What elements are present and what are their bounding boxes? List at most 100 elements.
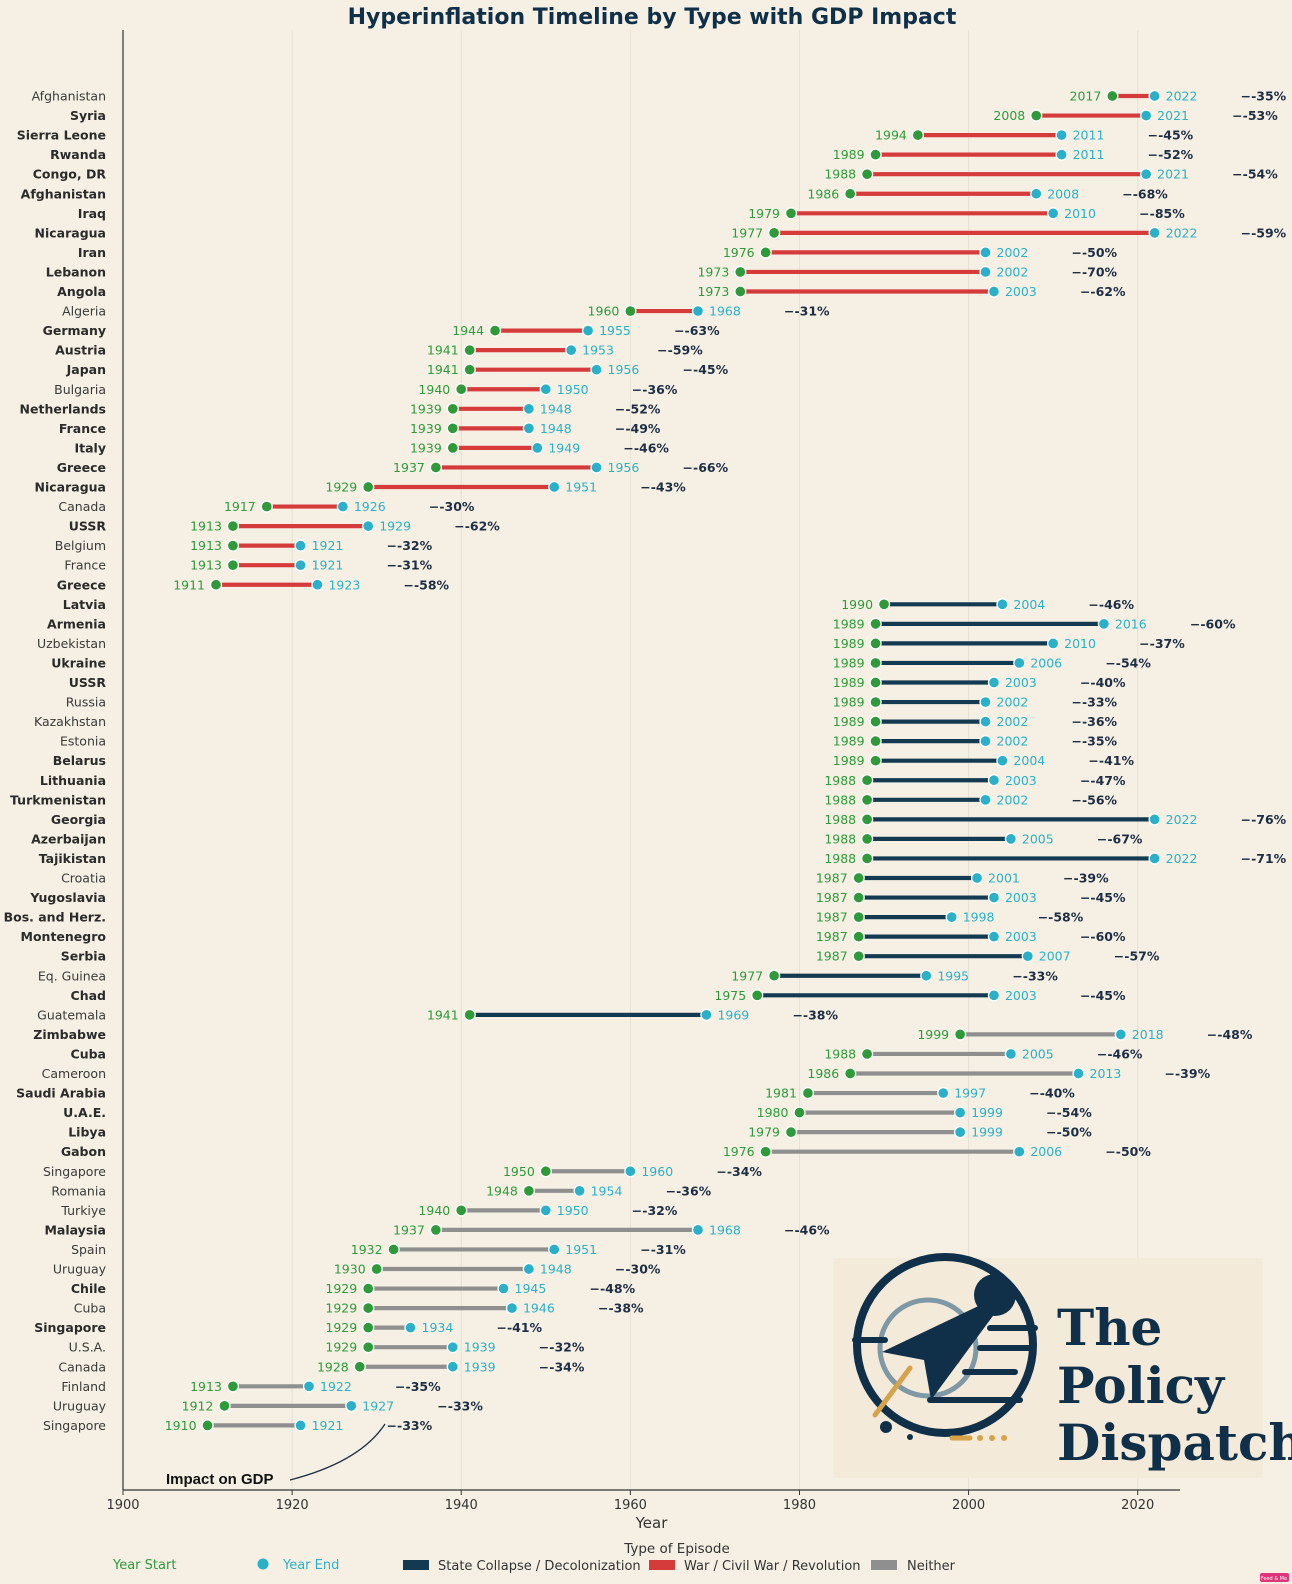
country-label: Armenia <box>47 616 106 631</box>
start-year-label: 1913 <box>190 1379 222 1394</box>
end-year-label: 1945 <box>515 1281 547 1296</box>
end-marker <box>1097 617 1111 630</box>
row: Belgium 1913 1921 −-32% <box>55 538 433 553</box>
end-year-label: 2004 <box>1013 753 1045 768</box>
end-marker <box>691 1223 705 1237</box>
row: Uzbekistan 1989 2010 −-37% <box>37 636 1185 651</box>
gdp-impact-label: −-35% <box>1241 89 1287 104</box>
start-year-label: 1973 <box>697 264 729 279</box>
row: U.S.A. 1929 1939 −-32% <box>69 1340 585 1355</box>
start-marker <box>911 128 925 142</box>
end-marker <box>1004 832 1018 846</box>
legend-label-state: State Collapse / Decolonization <box>438 1559 641 1574</box>
start-marker <box>767 226 781 240</box>
gdp-impact-label: −-33% <box>1012 968 1058 983</box>
start-year-label: 1973 <box>697 284 729 299</box>
end-marker <box>1055 128 1068 142</box>
end-marker <box>548 1243 561 1256</box>
country-label: Singapore <box>34 1320 106 1335</box>
row: Armenia 1989 2016 −-60% <box>47 616 1236 631</box>
country-label: Bulgaria <box>54 382 106 397</box>
x-axis-title: Year <box>635 1514 669 1532</box>
row: Lithuania 1988 2003 −-47% <box>40 773 1126 788</box>
start-marker <box>801 1086 815 1100</box>
end-year-label: 2002 <box>997 245 1029 260</box>
end-year-label: 1921 <box>312 1418 344 1433</box>
start-marker <box>759 246 772 259</box>
country-label: Bos. and Herz. <box>4 910 106 925</box>
row: Greece 1911 1923 −-58% <box>57 577 450 592</box>
row: Saudi Arabia 1981 1997 −-40% <box>16 1086 1075 1101</box>
country-label: Lebanon <box>46 264 106 279</box>
end-marker <box>294 539 307 552</box>
country-label: Iran <box>78 245 106 260</box>
legend-swatch-war <box>649 1560 675 1570</box>
end-year-label: 1998 <box>963 910 995 925</box>
end-year-label: 1926 <box>354 499 386 514</box>
gdp-impact-label: −-36% <box>1072 714 1118 729</box>
end-marker <box>446 1360 459 1373</box>
end-marker <box>996 754 1009 767</box>
start-year-label: 1977 <box>731 225 763 240</box>
legend-label-neither: Neither <box>907 1559 956 1574</box>
gdp-impact-label: −-45% <box>1080 988 1126 1003</box>
start-year-label: 1929 <box>325 480 357 495</box>
start-year-label: 1937 <box>393 1222 425 1237</box>
country-label: Belarus <box>53 753 106 768</box>
gdp-impact-label: −-46% <box>1097 1046 1143 1061</box>
start-year-label: 1989 <box>833 675 865 690</box>
start-marker <box>370 1262 383 1276</box>
legend-title: Type of Episode <box>623 1541 730 1557</box>
end-marker <box>336 500 350 513</box>
start-year-label: 1988 <box>824 831 856 846</box>
end-marker <box>1148 813 1161 826</box>
start-year-label: 1999 <box>917 1027 949 1042</box>
end-marker <box>1140 109 1153 122</box>
start-marker <box>852 871 865 885</box>
start-marker <box>844 1067 857 1080</box>
end-marker <box>953 1126 967 1139</box>
x-tick-label: 1900 <box>106 1498 139 1513</box>
end-year-label: 2007 <box>1039 949 1071 964</box>
gdp-impact-label: −-62% <box>454 519 500 534</box>
end-year-label: 1929 <box>379 519 411 534</box>
end-marker <box>624 1165 637 1178</box>
country-label: Spain <box>71 1242 106 1257</box>
logo-inner-ring <box>877 1297 979 1399</box>
row: Zimbabwe 1999 2018 −-48% <box>33 1027 1253 1042</box>
end-year-label: 2021 <box>1157 167 1189 182</box>
end-marker <box>1072 1067 1085 1080</box>
start-year-label: 1960 <box>588 304 620 319</box>
end-marker <box>979 265 992 279</box>
logo-word-2: Policy <box>1057 1356 1226 1415</box>
start-year-label: 1988 <box>824 773 856 788</box>
start-marker <box>455 1204 468 1217</box>
country-label: Iraq <box>78 206 106 221</box>
end-year-label: 2016 <box>1115 616 1147 631</box>
country-label: Syria <box>70 108 106 123</box>
start-year-label: 1941 <box>427 343 459 358</box>
row: Yugoslavia 1987 2003 −-45% <box>29 890 1126 905</box>
end-marker <box>362 519 375 533</box>
start-year-label: 1940 <box>418 1203 450 1218</box>
row: Turkiye 1940 1950 −-32% <box>60 1203 677 1218</box>
start-year-label: 1989 <box>833 734 865 749</box>
gdp-impact-label: −-31% <box>784 304 830 319</box>
gdp-impact-label: −-50% <box>1072 245 1118 260</box>
gdp-impact-label: −-48% <box>1207 1027 1253 1042</box>
gdp-impact-label: −-46% <box>623 440 669 455</box>
start-year-label: 1937 <box>393 460 425 475</box>
start-marker <box>767 969 781 982</box>
start-year-label: 1989 <box>833 695 865 710</box>
start-year-label: 1988 <box>824 1046 856 1061</box>
start-year-label: 1912 <box>182 1398 214 1413</box>
gdp-impact-label: −-54% <box>1105 655 1151 670</box>
country-label: Azerbaijan <box>31 831 106 846</box>
end-marker <box>497 1282 510 1295</box>
end-marker <box>1004 1047 1018 1061</box>
start-marker <box>734 285 747 298</box>
gdp-impact-label: −-54% <box>1232 167 1278 182</box>
end-year-label: 2002 <box>997 734 1029 749</box>
end-year-label: 1997 <box>954 1086 986 1101</box>
start-year-label: 1976 <box>723 1144 755 1159</box>
